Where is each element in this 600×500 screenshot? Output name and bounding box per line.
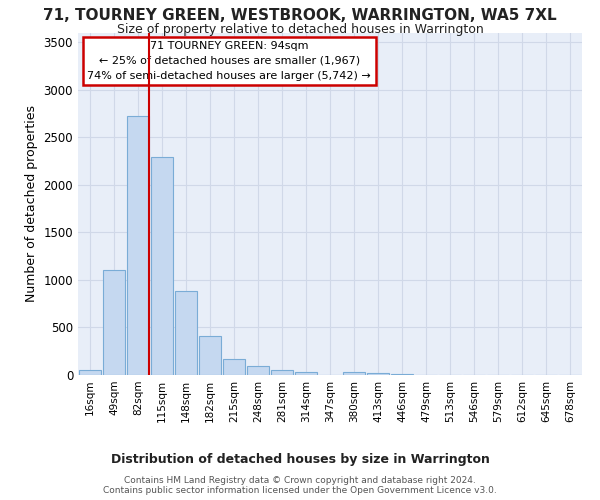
Text: Size of property relative to detached houses in Warrington: Size of property relative to detached ho…	[116, 22, 484, 36]
Bar	[271, 370, 293, 375]
Text: Contains public sector information licensed under the Open Government Licence v3: Contains public sector information licen…	[103, 486, 497, 495]
Bar	[295, 372, 317, 375]
Bar	[79, 370, 101, 375]
Bar	[103, 270, 125, 375]
Text: 71, TOURNEY GREEN, WESTBROOK, WARRINGTON, WA5 7XL: 71, TOURNEY GREEN, WESTBROOK, WARRINGTON…	[43, 8, 557, 22]
Bar	[343, 372, 365, 375]
Y-axis label: Number of detached properties: Number of detached properties	[25, 106, 38, 302]
Bar	[151, 157, 173, 375]
Bar	[367, 372, 389, 375]
Bar	[127, 116, 149, 375]
Text: Distribution of detached houses by size in Warrington: Distribution of detached houses by size …	[110, 452, 490, 466]
Bar	[247, 366, 269, 375]
Bar	[223, 359, 245, 375]
Bar	[199, 336, 221, 375]
Bar	[391, 374, 413, 375]
Text: Contains HM Land Registry data © Crown copyright and database right 2024.: Contains HM Land Registry data © Crown c…	[124, 476, 476, 485]
Text: 71 TOURNEY GREEN: 94sqm
← 25% of detached houses are smaller (1,967)
74% of semi: 71 TOURNEY GREEN: 94sqm ← 25% of detache…	[88, 41, 371, 80]
Bar	[175, 292, 197, 375]
